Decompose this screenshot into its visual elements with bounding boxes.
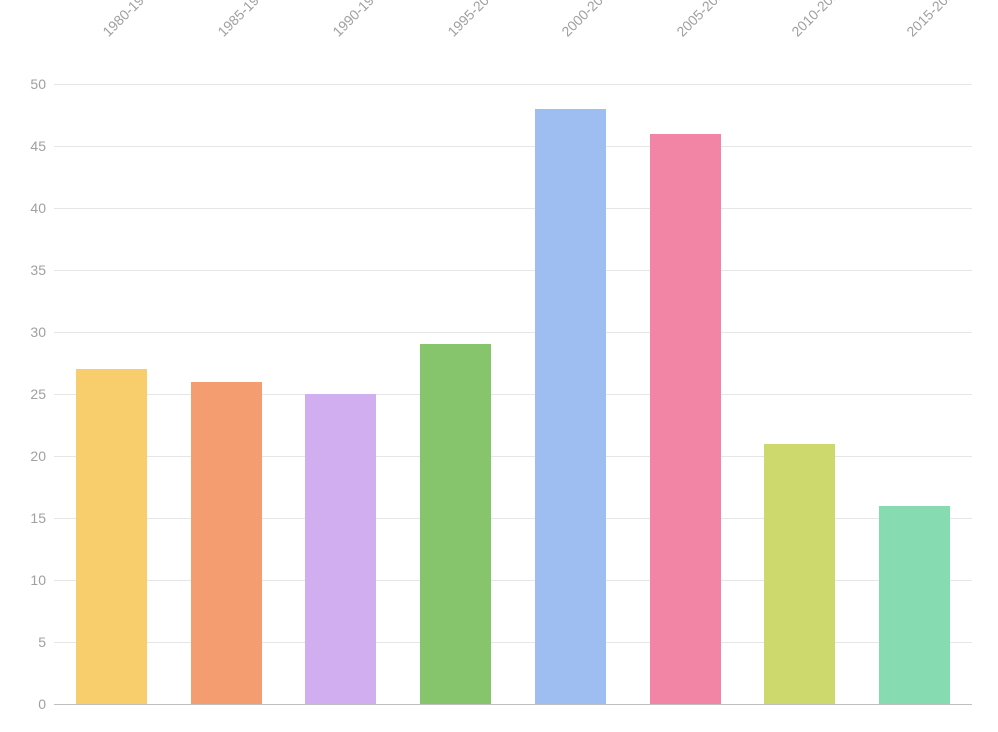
x-tick-label: 1990-1995: [329, 0, 388, 40]
gridline: [54, 332, 972, 333]
x-axis-line: [54, 704, 972, 705]
y-tick-label: 40: [30, 200, 46, 216]
y-tick-label: 0: [38, 696, 46, 712]
bar: [650, 134, 721, 704]
x-tick-label: 2010-2015: [788, 0, 847, 40]
y-tick-label: 45: [30, 138, 46, 154]
bar: [305, 394, 376, 704]
x-tick-label: 2000-2005: [559, 0, 618, 40]
bar-chart: 0 5 10 15 20 25 30 35 40 45 50 1980-1985 1985-1990 19…: [0, 0, 998, 732]
gridline: [54, 208, 972, 209]
bar: [76, 369, 147, 704]
x-tick-label: 1985-1990: [214, 0, 273, 40]
x-tick-label: 2015-2019: [903, 0, 962, 40]
bar: [535, 109, 606, 704]
x-tick-label: 1995-2000: [444, 0, 503, 40]
y-tick-label: 35: [30, 262, 46, 278]
gridline: [54, 146, 972, 147]
y-tick-label: 25: [30, 386, 46, 402]
y-tick-label: 30: [30, 324, 46, 340]
y-tick-label: 15: [30, 510, 46, 526]
y-tick-label: 50: [30, 76, 46, 92]
y-tick-label: 10: [30, 572, 46, 588]
y-tick-label: 20: [30, 448, 46, 464]
bar: [191, 382, 262, 704]
bar: [420, 344, 491, 704]
plot-area: 051015202530354045501980-19851985-199019…: [54, 84, 972, 704]
y-tick-label: 5: [38, 634, 46, 650]
gridline: [54, 84, 972, 85]
x-tick-label: 2005-2010: [673, 0, 732, 40]
gridline: [54, 270, 972, 271]
bar: [764, 444, 835, 704]
x-tick-label: 1980-1985: [100, 0, 159, 40]
bar: [879, 506, 950, 704]
